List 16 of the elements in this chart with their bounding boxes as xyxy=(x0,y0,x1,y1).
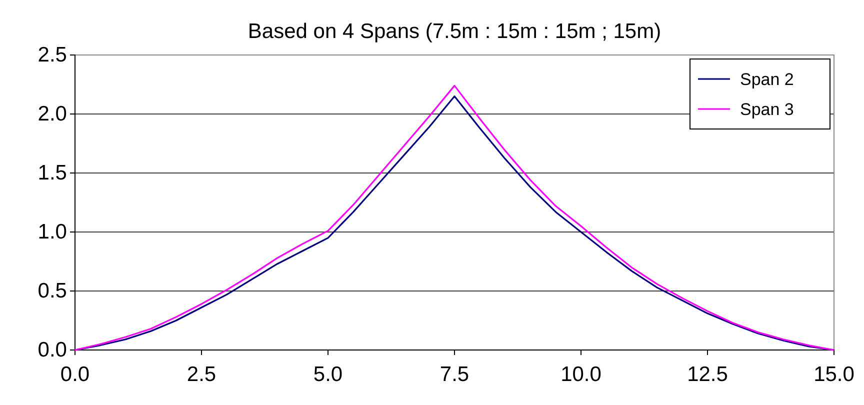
y-tick-label: 0.0 xyxy=(38,338,67,362)
x-tick-label: 12.5 xyxy=(687,363,728,386)
x-tick-label: 15.0 xyxy=(814,363,854,386)
chart-title: Based on 4 Spans (7.5m : 15m : 15m ; 15m) xyxy=(248,20,662,43)
legend-label: Span 2 xyxy=(740,70,794,89)
x-tick-label: 7.5 xyxy=(440,363,470,386)
y-tick-label: 2.5 xyxy=(38,44,67,67)
y-tick-label: 1.5 xyxy=(38,162,67,185)
y-tick-label: 1.0 xyxy=(38,220,67,244)
y-tick-label: 2.0 xyxy=(38,102,67,126)
x-tick-label: 2.5 xyxy=(186,363,216,386)
x-tick-label: 10.0 xyxy=(560,363,602,386)
x-tick-label: 0.0 xyxy=(60,363,90,386)
legend-label: Span 3 xyxy=(740,100,794,119)
x-tick-label: 5.0 xyxy=(313,363,343,386)
y-tick-label: 0.5 xyxy=(38,280,67,303)
